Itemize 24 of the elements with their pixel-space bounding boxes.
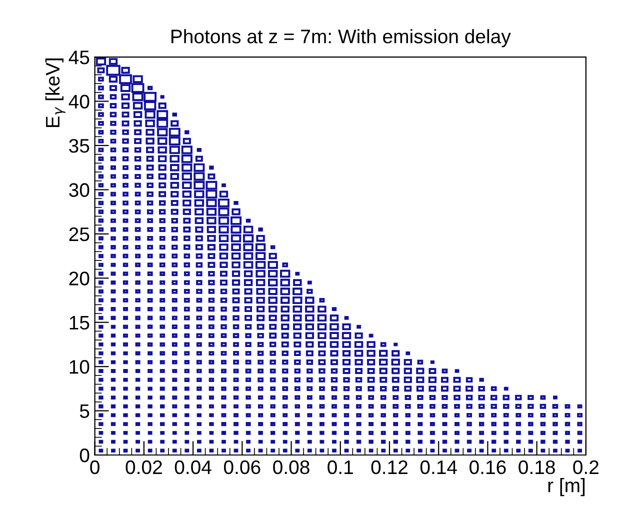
x-tick-label: 0.12 <box>371 460 408 474</box>
y-axis-title: E$_{γ}$ [keV] <box>45 58 66 128</box>
x-tick-label: 0.16 <box>470 460 506 474</box>
y-tick-label: 35 <box>69 138 90 153</box>
x-axis-title: r [m] <box>548 478 585 496</box>
y-tick-label: 15 <box>70 316 90 330</box>
y-tick-label: 5 <box>80 404 90 418</box>
x-tick-label: 0.2 <box>573 460 598 474</box>
y-tick-label: 30 <box>69 183 90 197</box>
x-tick-label: 0.04 <box>174 460 212 474</box>
x-tick-label: 0 <box>90 460 100 474</box>
x-tick-label: 0.18 <box>518 460 555 474</box>
x-tick-label: 0.02 <box>126 460 162 474</box>
x-tick-label: 0.14 <box>420 460 457 474</box>
x-tick-label: 0.08 <box>273 460 310 474</box>
y-tick-label: 25 <box>69 227 90 242</box>
y-tick-label: 0 <box>80 448 90 462</box>
y-tick-label: 40 <box>68 94 90 109</box>
y-tick-label: 10 <box>70 360 90 374</box>
y-tick-label: 45 <box>68 50 90 64</box>
x-tick-label: 0.1 <box>328 460 353 474</box>
chart-title: Photons at z = 7m: With emission delay <box>171 29 511 48</box>
y-tick-label: 20 <box>69 272 90 286</box>
x-tick-label: 0.06 <box>224 460 260 474</box>
